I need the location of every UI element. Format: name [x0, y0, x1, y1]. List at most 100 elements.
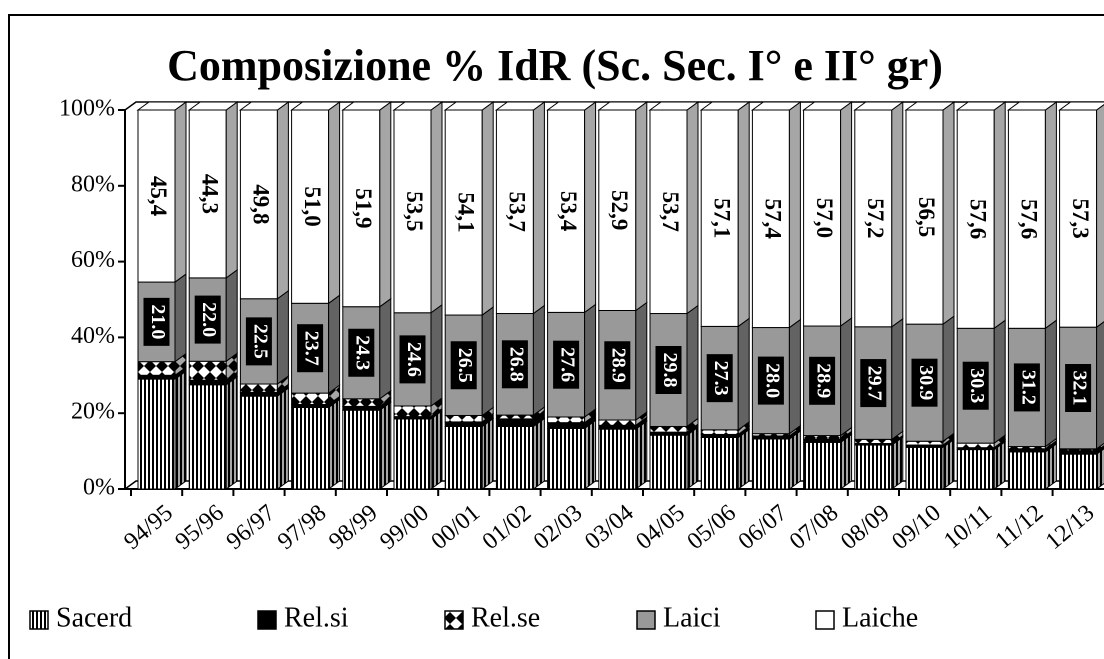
bar-side-shade	[994, 102, 1006, 329]
bar-side-shade	[738, 318, 750, 430]
data-label: 45,4	[146, 176, 171, 217]
data-label: 54,1	[453, 192, 478, 232]
data-label-box	[553, 340, 580, 389]
data-label: 31.2	[1017, 370, 1039, 405]
bar-side-shade	[584, 102, 596, 313]
legend-label: Rel.se	[471, 602, 540, 633]
bar-top	[1058, 101, 1104, 111]
data-label-box	[450, 341, 477, 390]
bar-side-shade	[533, 410, 545, 427]
y-tick-label: 40%	[71, 323, 115, 349]
legend-label: Laici	[663, 602, 721, 633]
data-label: 22.5	[249, 324, 271, 359]
bar-side-shade	[635, 421, 647, 489]
bar-top	[494, 101, 546, 111]
bar-side-shade	[482, 102, 494, 316]
bar-side-shade	[1096, 321, 1104, 449]
bar-segment	[803, 109, 842, 327]
bar-side-shade	[584, 304, 596, 417]
bar-side-shade	[943, 433, 954, 446]
data-label: 27.6	[557, 347, 579, 382]
bar-top	[392, 101, 444, 111]
bar-side-shade	[533, 305, 545, 416]
bar-side-shade	[943, 102, 954, 325]
bar-side-shade	[840, 427, 852, 440]
legend-swatch	[29, 610, 49, 630]
bar-segment	[393, 109, 432, 314]
bar-segment	[291, 392, 330, 405]
bar-segment	[137, 378, 176, 490]
bar-segment	[751, 438, 790, 490]
bar-side-shade	[687, 427, 698, 489]
bar-side-shade	[943, 439, 954, 489]
bar-segment	[444, 414, 483, 423]
bar-side-shade	[226, 376, 238, 489]
bar-side-shade	[226, 372, 238, 385]
y-tick-label: 60%	[71, 247, 115, 273]
data-label: 29.7	[864, 366, 886, 401]
bar-side-shade	[635, 417, 647, 430]
bar-top	[802, 101, 854, 111]
data-label-box	[860, 359, 887, 408]
data-label-box	[911, 358, 938, 407]
bar-segment	[547, 416, 586, 424]
bar-segment	[547, 427, 586, 490]
bar-segment	[444, 425, 483, 490]
data-label: 30.9	[915, 365, 937, 400]
data-label: 24.6	[403, 342, 425, 377]
data-label-box	[348, 328, 375, 377]
bar-side-shade	[994, 441, 1006, 489]
bar-top	[546, 101, 598, 111]
bar-top	[904, 101, 956, 111]
bar-side-shade	[994, 320, 1006, 444]
bar-segment	[495, 414, 534, 420]
legend-label: Rel.si	[284, 602, 349, 633]
bar-side-shade	[584, 420, 596, 489]
bar-segment	[137, 109, 176, 283]
bar-side-shade	[482, 407, 494, 422]
bar-side-shade	[431, 410, 442, 489]
bar-segment	[803, 435, 842, 440]
data-label: 57,1	[709, 198, 734, 238]
legend-swatch	[444, 610, 464, 630]
bar-side-shade	[431, 397, 442, 417]
bar-segment	[239, 391, 278, 397]
bar-segment	[393, 418, 432, 490]
data-label: 28.0	[761, 363, 783, 398]
bar-side-shade	[175, 367, 186, 380]
bar-segment	[239, 395, 278, 490]
data-label-box	[297, 324, 324, 373]
data-label: 57,2	[863, 198, 888, 238]
bar-segment	[342, 409, 381, 490]
bar-side-shade	[891, 437, 903, 489]
bar-segment	[495, 418, 534, 427]
bar-side-shade	[277, 376, 289, 393]
bar-top	[290, 101, 342, 111]
bar-side-shade	[840, 318, 852, 436]
bar-side-shade	[431, 304, 442, 406]
bar-side-shade	[226, 102, 238, 278]
bar-side-shade	[277, 290, 289, 385]
data-label: 51,0	[300, 187, 325, 227]
bar-side-shade	[738, 429, 750, 489]
data-label: 44,3	[197, 174, 222, 214]
bar-segment	[239, 383, 278, 393]
bar-side-shade	[994, 435, 1006, 448]
bar-top	[955, 101, 1007, 111]
data-label-box	[604, 341, 631, 390]
bar-top	[699, 101, 751, 111]
data-label-box	[1013, 363, 1040, 412]
bar-side-shade	[175, 274, 186, 362]
legend-swatch	[257, 610, 277, 630]
data-label: 26.5	[454, 348, 476, 383]
bar-segment	[854, 438, 893, 445]
bar-top	[136, 101, 188, 111]
bar-side-shade	[738, 102, 750, 327]
bar-side-shade	[482, 418, 494, 489]
bar-top	[187, 101, 239, 111]
bar-side-shade	[379, 402, 391, 489]
bar-segment	[854, 109, 893, 328]
data-label: 22.0	[198, 302, 220, 337]
bar-segment	[905, 440, 944, 446]
bar-side-shade	[584, 414, 596, 429]
